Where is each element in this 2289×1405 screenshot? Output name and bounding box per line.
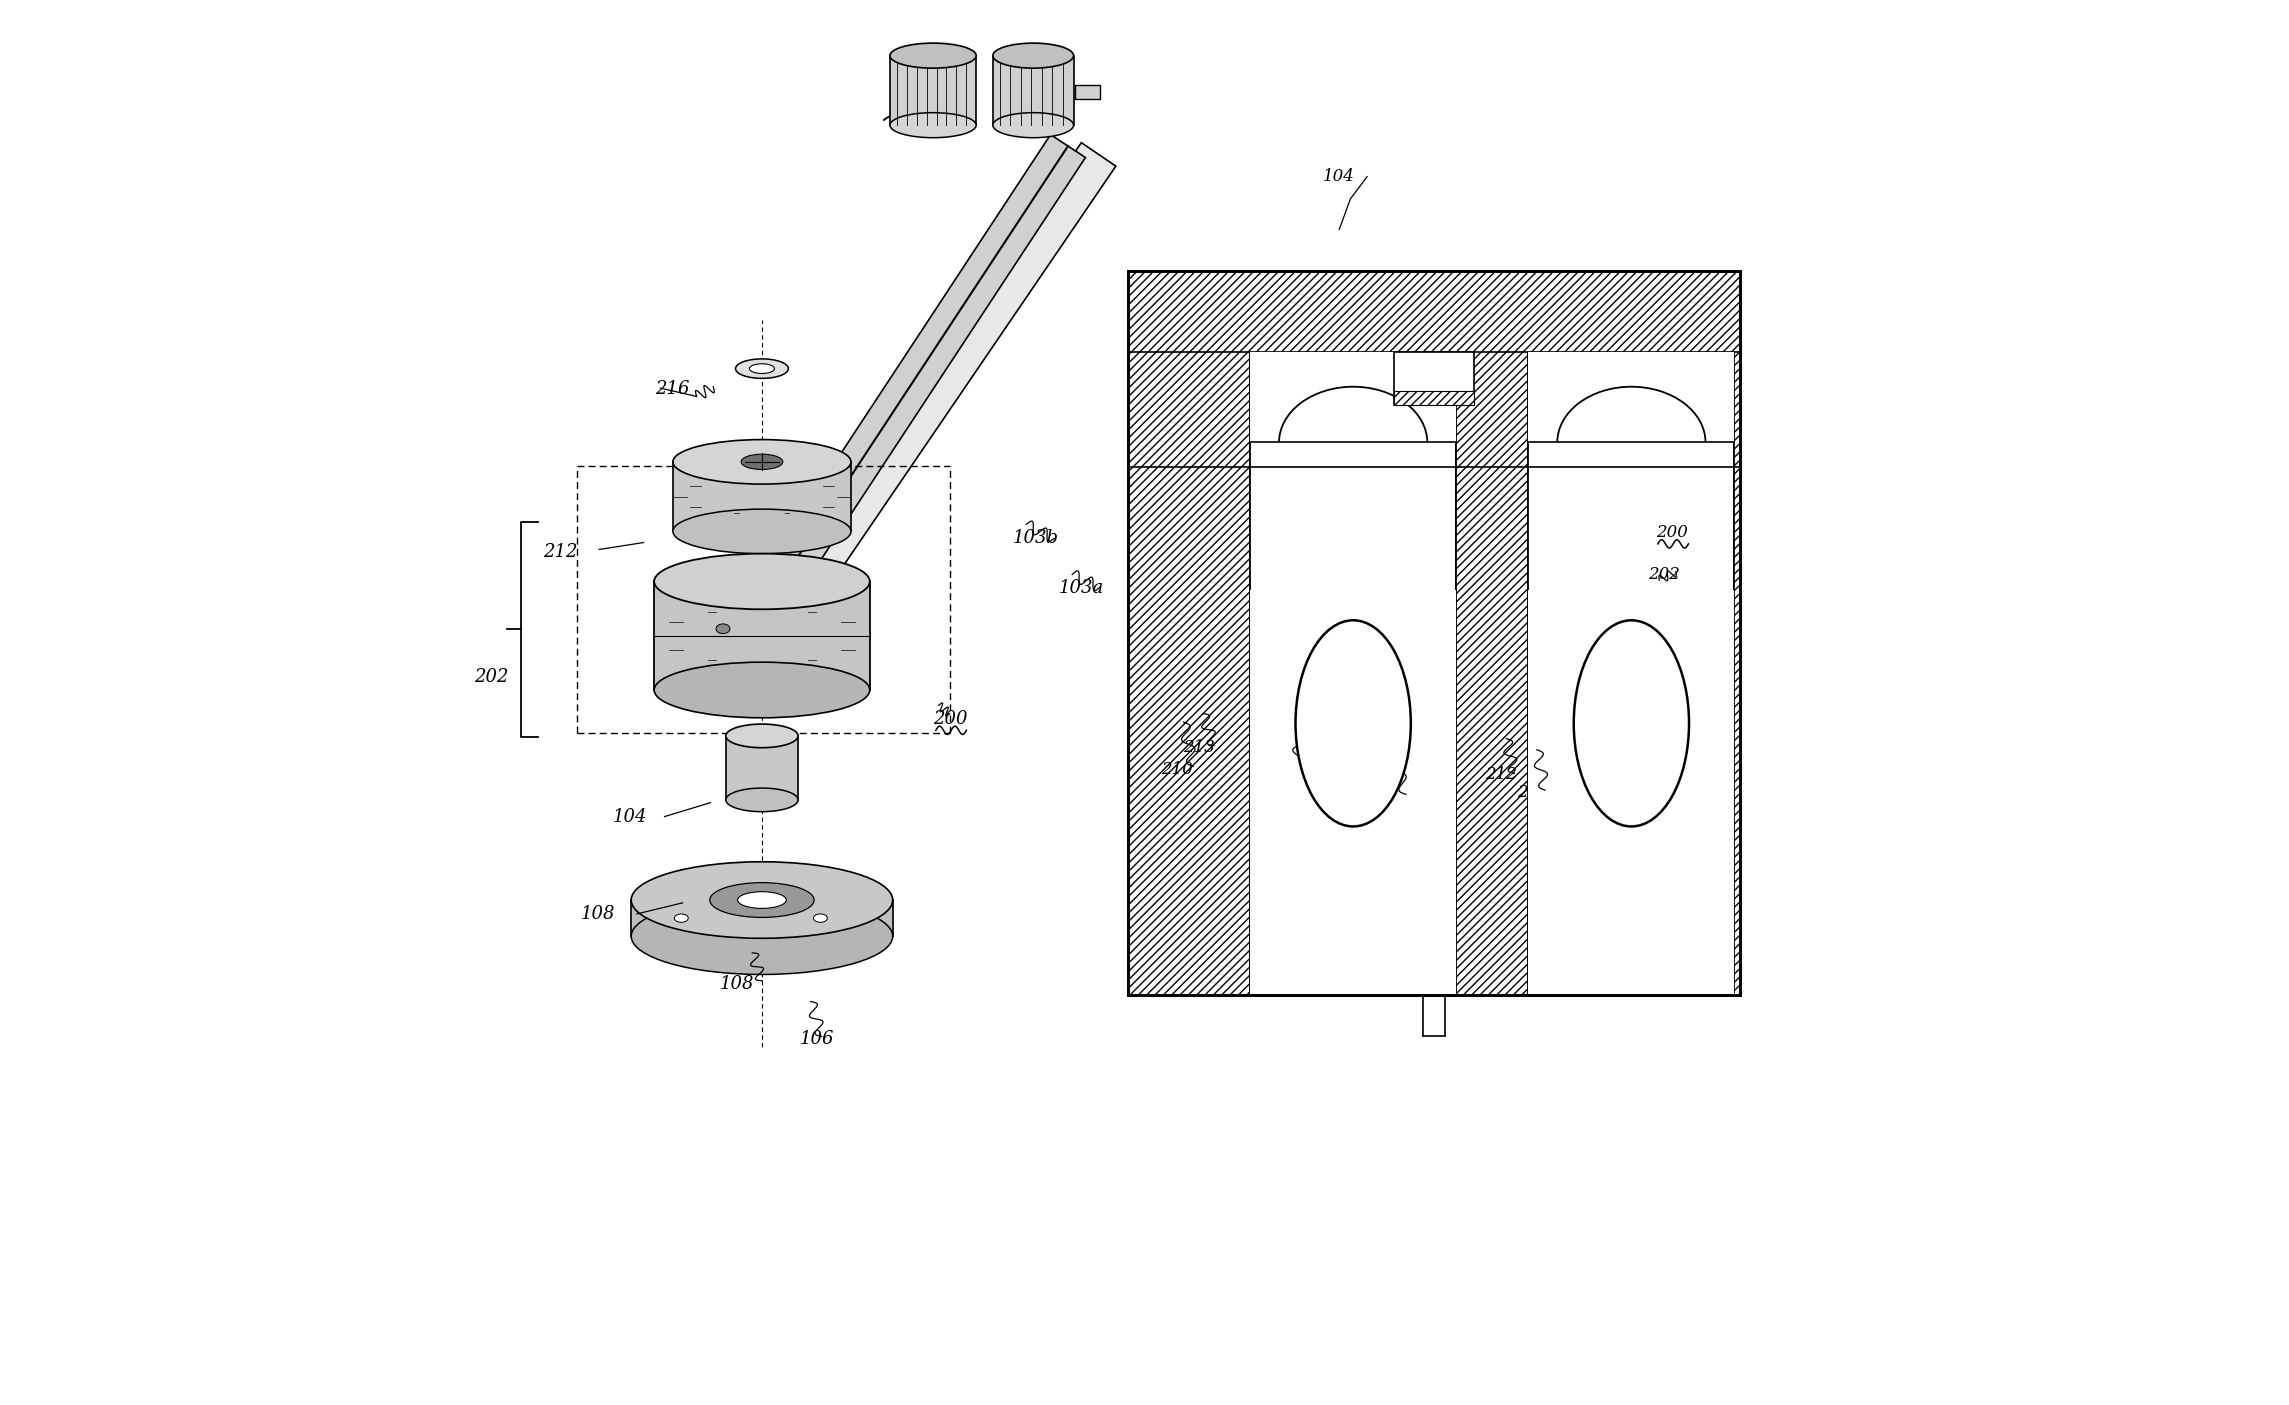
- Polygon shape: [769, 143, 1115, 625]
- Bar: [1128, 271, 1740, 995]
- Bar: [655, 582, 870, 690]
- Bar: [1128, 271, 1250, 995]
- Ellipse shape: [890, 44, 975, 69]
- Bar: [1250, 590, 1456, 995]
- Ellipse shape: [655, 554, 870, 610]
- Text: 104: 104: [613, 808, 648, 826]
- Bar: [1529, 351, 1735, 443]
- Bar: [1456, 271, 1529, 995]
- Bar: [1128, 271, 1740, 995]
- Ellipse shape: [632, 861, 893, 939]
- Bar: [1250, 271, 1456, 995]
- Bar: [632, 901, 893, 936]
- Ellipse shape: [675, 913, 689, 922]
- Bar: [1529, 590, 1735, 995]
- Bar: [993, 56, 1074, 125]
- Bar: [1394, 391, 1474, 405]
- Bar: [1128, 271, 1740, 351]
- Text: 213: 213: [1183, 739, 1215, 756]
- Text: 212: 212: [1486, 766, 1518, 784]
- Ellipse shape: [1296, 620, 1410, 826]
- Text: 200: 200: [1657, 524, 1689, 541]
- Ellipse shape: [710, 882, 815, 917]
- Text: 104: 104: [1323, 169, 1355, 185]
- Text: 212: 212: [542, 544, 579, 561]
- Bar: [1128, 271, 1740, 995]
- Ellipse shape: [735, 358, 787, 378]
- Text: 216: 216: [655, 381, 689, 399]
- Ellipse shape: [890, 112, 975, 138]
- Text: 213: 213: [1518, 784, 1550, 801]
- Text: 106: 106: [799, 1030, 833, 1048]
- Ellipse shape: [655, 662, 870, 718]
- Text: 215: 215: [1364, 770, 1396, 788]
- Ellipse shape: [993, 112, 1074, 138]
- Bar: [1735, 271, 1740, 995]
- Ellipse shape: [742, 454, 783, 469]
- Ellipse shape: [726, 724, 799, 747]
- Text: 210: 210: [1607, 739, 1639, 756]
- Ellipse shape: [749, 364, 774, 374]
- Text: 200: 200: [934, 710, 968, 728]
- Ellipse shape: [993, 44, 1074, 69]
- Ellipse shape: [673, 440, 852, 485]
- Text: 202: 202: [1648, 566, 1680, 583]
- Polygon shape: [749, 135, 1085, 617]
- Ellipse shape: [716, 624, 730, 634]
- Bar: [1076, 84, 1101, 98]
- Bar: [673, 462, 852, 531]
- Ellipse shape: [1575, 620, 1689, 826]
- Text: 103b: 103b: [1012, 530, 1058, 548]
- Text: 210: 210: [1161, 760, 1193, 778]
- Ellipse shape: [673, 509, 852, 554]
- Text: 216: 216: [1378, 788, 1410, 805]
- Text: 217: 217: [1266, 750, 1298, 767]
- Text: 108: 108: [721, 975, 755, 992]
- Text: 202: 202: [474, 669, 508, 687]
- Text: 103a: 103a: [1058, 579, 1103, 597]
- Bar: [726, 736, 799, 799]
- Ellipse shape: [632, 898, 893, 975]
- Bar: [1529, 271, 1735, 995]
- Ellipse shape: [737, 892, 787, 909]
- Bar: [1250, 351, 1456, 443]
- Text: 108: 108: [581, 905, 616, 923]
- Bar: [1394, 351, 1474, 405]
- Bar: [890, 56, 975, 125]
- Ellipse shape: [726, 788, 799, 812]
- Ellipse shape: [813, 913, 826, 922]
